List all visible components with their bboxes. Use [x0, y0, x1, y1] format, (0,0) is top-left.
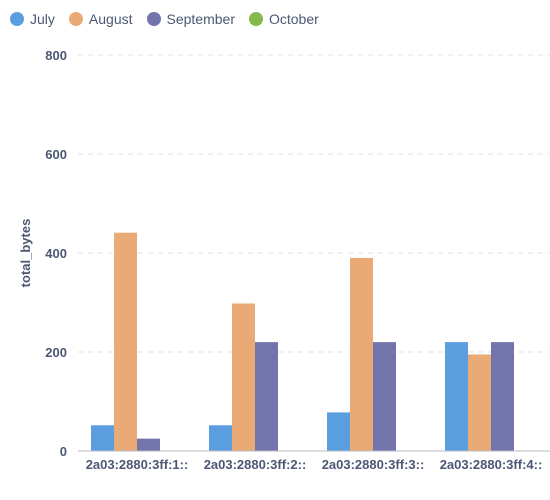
bar-august-1[interactable]	[232, 303, 255, 451]
bar-july-0[interactable]	[91, 425, 114, 451]
legend-swatch-august	[68, 12, 83, 26]
legend-item-august[interactable]: August	[68, 11, 133, 27]
y-axis-ticks: 0 200 400 600 800	[45, 48, 67, 459]
legend: July August September October	[10, 11, 319, 27]
x-tick-label: 2a03:2880:3ff:4::	[440, 457, 543, 472]
x-tick-label: 2a03:2880:3ff:3::	[322, 457, 425, 472]
grid-lines	[78, 54, 550, 353]
bar-august-2[interactable]	[350, 257, 373, 451]
bar-july-2[interactable]	[327, 412, 350, 451]
bar-august-0[interactable]	[114, 232, 137, 451]
y-tick-label: 0	[60, 444, 67, 459]
legend-label-september: September	[166, 11, 235, 27]
bar-september-0[interactable]	[137, 438, 160, 451]
bar-july-3[interactable]	[445, 342, 468, 451]
legend-item-september[interactable]: September	[146, 11, 235, 27]
bar-september-2[interactable]	[373, 342, 396, 451]
legend-item-october[interactable]: October	[248, 11, 319, 27]
bar-september-3[interactable]	[491, 342, 514, 451]
bar-july-1[interactable]	[209, 425, 232, 451]
legend-label-july: July	[30, 11, 55, 27]
legend-label-august: August	[88, 11, 133, 27]
legend-swatch-july	[10, 12, 24, 26]
bars	[91, 232, 514, 451]
x-axis-ticks: 2a03:2880:3ff:1:: 2a03:2880:3ff:2:: 2a03:2…	[86, 457, 543, 472]
bar-august-3[interactable]	[468, 354, 491, 451]
y-tick-label: 200	[45, 345, 67, 360]
legend-item-july[interactable]: July	[10, 11, 55, 27]
x-tick-label: 2a03:2880:3ff:1::	[86, 457, 189, 472]
legend-swatch-october	[248, 12, 263, 26]
legend-swatch-september	[146, 12, 161, 26]
legend-label-october: October	[268, 11, 319, 27]
bar-september-1[interactable]	[255, 342, 278, 451]
y-axis-label: total_bytes	[18, 219, 33, 288]
y-tick-label: 600	[45, 147, 67, 162]
x-tick-label: 2a03:2880:3ff:2::	[204, 457, 307, 472]
y-tick-label: 800	[45, 48, 67, 63]
y-tick-label: 400	[45, 246, 67, 261]
